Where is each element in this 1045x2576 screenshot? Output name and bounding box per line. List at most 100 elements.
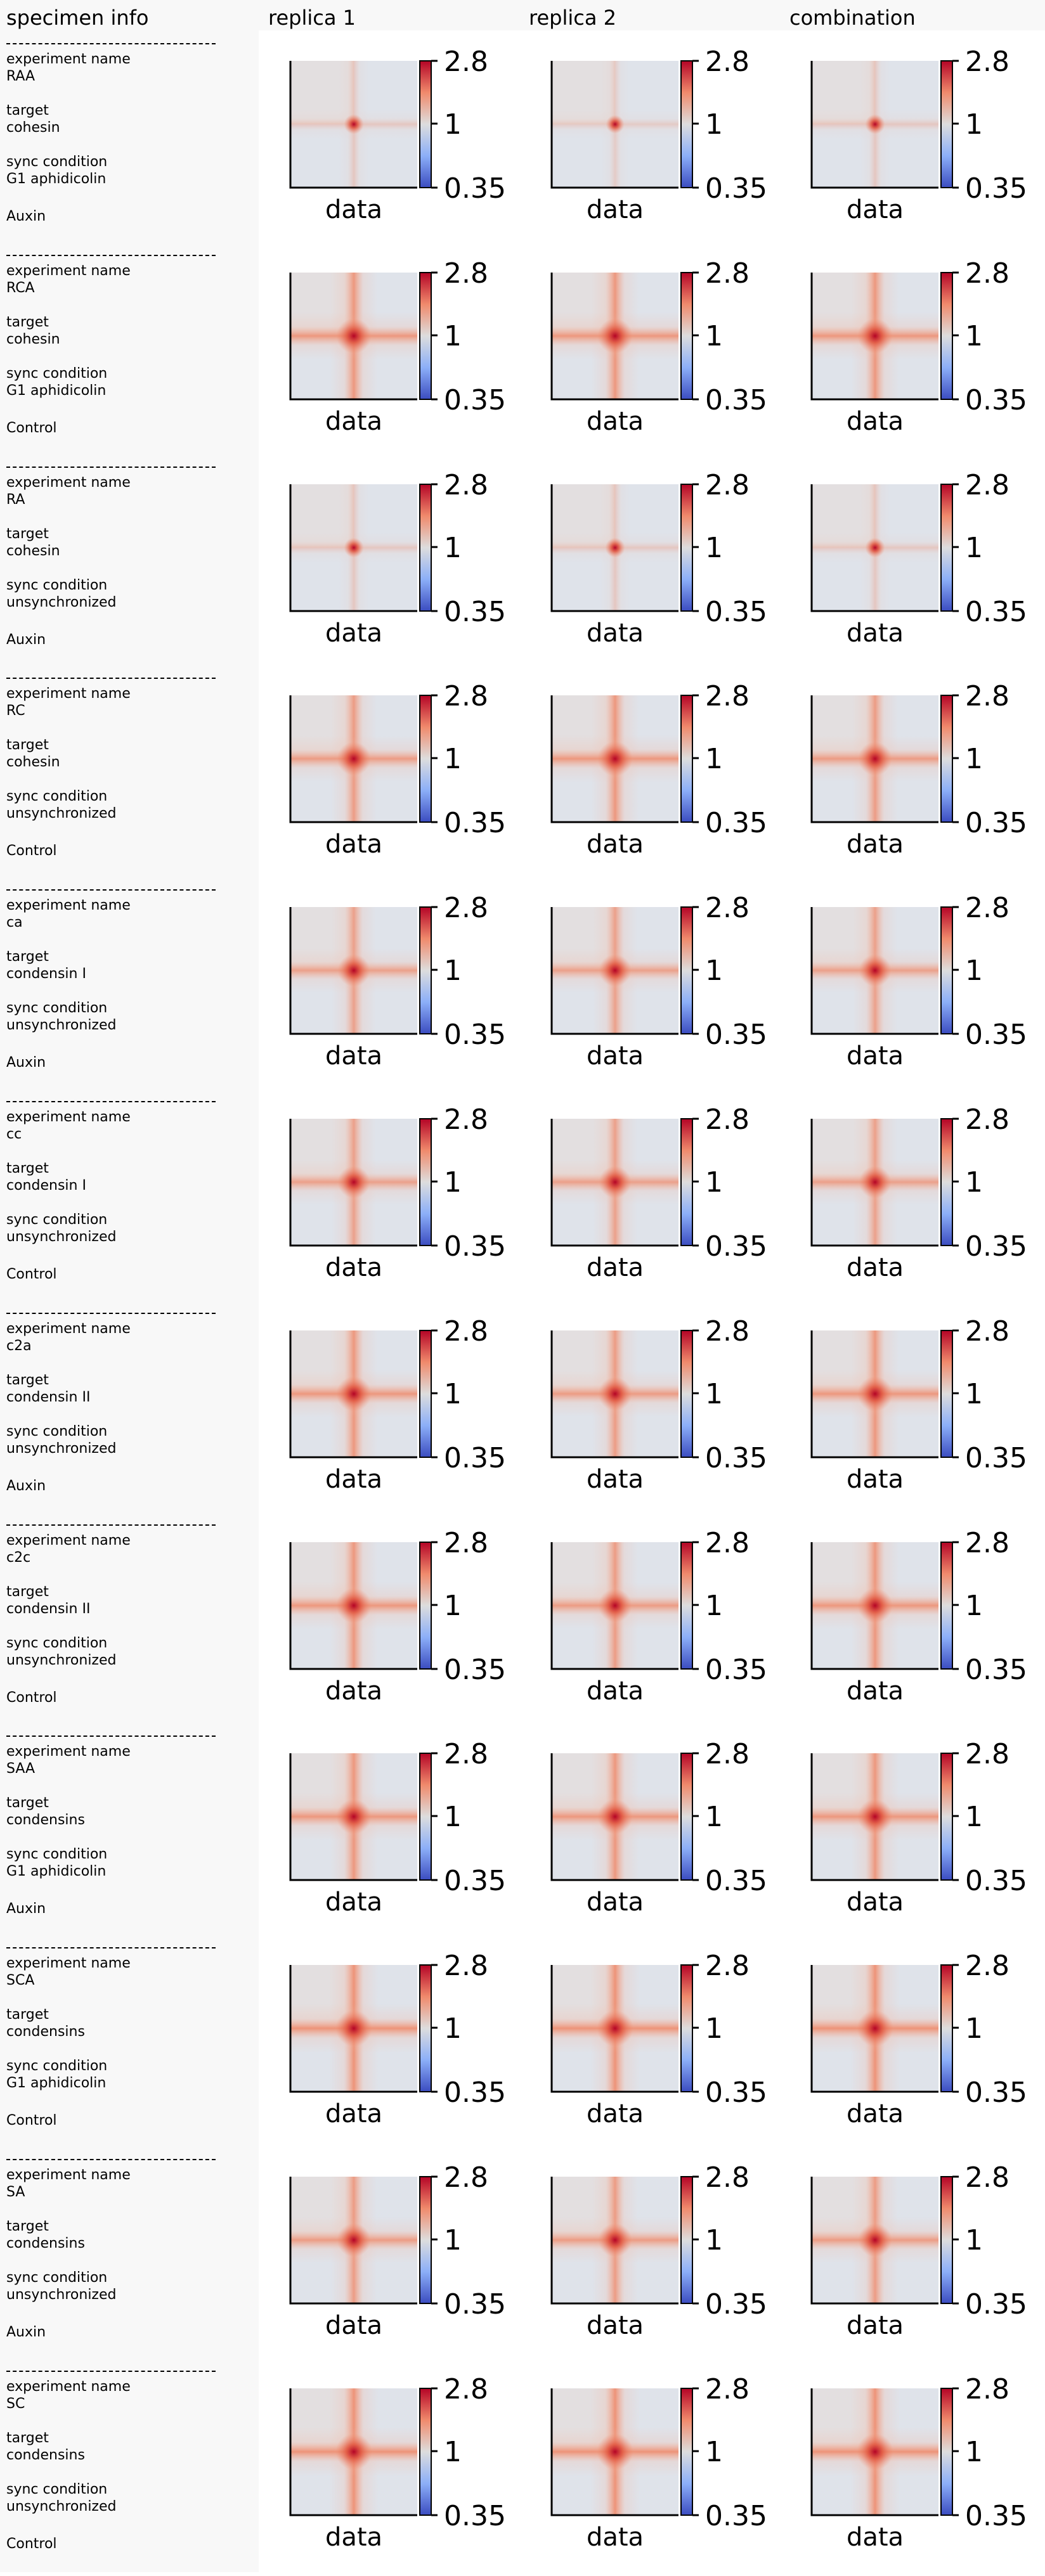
specimen-info-block: experiment name SCA target condensins sync c… [6, 1947, 254, 2153]
heatmap-svg: data 2.8 1 0.35 [289, 469, 506, 648]
heatmap-axes [550, 695, 678, 823]
heatmap-panel-combination: data 2.8 1 0.35 [810, 1737, 1045, 1921]
heatmap-axes [810, 484, 938, 612]
target-value: cohesin [6, 543, 60, 559]
heatmap-svg: data 2.8 1 0.35 [550, 469, 767, 648]
colorbar [680, 2176, 693, 2304]
colorbar-tick-label: 1 [444, 108, 462, 141]
colorbar-tick-label: 2.8 [705, 680, 750, 712]
x-axis-label: data [847, 830, 904, 859]
target-value: cohesin [6, 754, 60, 771]
x-axis-label: data [847, 619, 904, 648]
heatmap-svg: data 2.8 1 0.35 [810, 2161, 1027, 2340]
heatmap-svg: data 2.8 1 0.35 [810, 680, 1027, 859]
colorbar-tick-label: 2.8 [705, 2373, 750, 2405]
experiment-name-label: experiment name [6, 2378, 131, 2395]
separator-line [6, 1101, 216, 1102]
heatmap-svg: data 2.8 1 0.35 [810, 2373, 1027, 2552]
target-value: condensin I [6, 1178, 86, 1194]
colorbar-tick-label: 1 [965, 1590, 983, 1622]
heatmap-panel-replica-2: data 2.8 1 0.35 [550, 1526, 812, 1710]
treatment-value: Auxin [6, 209, 46, 224]
heatmap-center-peak [857, 2433, 893, 2470]
heatmap-svg: data 2.8 1 0.35 [550, 892, 767, 1071]
experiment-name-value: c2c [6, 1549, 31, 1566]
colorbar [419, 483, 432, 612]
column-header-combination: combination [789, 6, 916, 30]
heatmap-svg: data 2.8 1 0.35 [550, 2373, 767, 2552]
heatmap-axes [550, 484, 678, 612]
heatmap-panel-replica-1: data 2.8 1 0.35 [289, 1314, 550, 1498]
colorbar-tick-label: 0.35 [965, 1019, 1027, 1051]
heatmap-axes [289, 2388, 417, 2516]
colorbar-tick-label: 1 [444, 1378, 462, 1410]
sync-condition-label: sync condition [6, 2481, 108, 2497]
heatmap-svg: data 2.8 1 0.35 [550, 1950, 767, 2128]
colorbar-tick-label: 2.8 [965, 1950, 1009, 1982]
heatmap-panel-combination: data 2.8 1 0.35 [810, 256, 1045, 440]
heatmap-axes [289, 61, 417, 189]
target-value: condensin II [6, 1389, 91, 1405]
colorbar-tick-label: 1 [444, 532, 462, 564]
target-label: target [6, 737, 49, 754]
heatmap-axes [289, 2177, 417, 2305]
x-axis-label: data [587, 1677, 644, 1706]
colorbar-tick-label: 0.35 [965, 1442, 1027, 1474]
colorbar [419, 2387, 432, 2516]
heatmap-center-peak [336, 1587, 372, 1623]
x-axis-label: data [847, 1041, 904, 1071]
heatmap-center-peak [336, 1799, 372, 1835]
sync-condition-value: unsynchronized [6, 1017, 117, 1034]
heatmap-axes [289, 695, 417, 823]
heatmap-panel-replica-1: data 2.8 1 0.35 [289, 1526, 550, 1710]
colorbar-tick-label: 2.8 [965, 469, 1009, 501]
x-axis-label: data [325, 2523, 382, 2552]
heatmap-axes [550, 272, 678, 401]
colorbar-tick-label: 2.8 [444, 46, 488, 78]
colorbar-tick-label: 2.8 [965, 892, 1009, 924]
colorbar-tick-label: 1 [444, 1590, 462, 1622]
treatment-value: Auxin [6, 1901, 46, 1917]
specimen-info-block: experiment name RC target cohesin sync condi… [6, 678, 254, 883]
heatmap-svg: data 2.8 1 0.35 [810, 892, 1027, 1071]
colorbar-tick-label: 0.35 [705, 596, 767, 628]
heatmap-axes [810, 695, 938, 823]
colorbar-tick-label: 1 [965, 532, 983, 564]
colorbar-tick-label: 2.8 [444, 1950, 488, 1982]
colorbar-tick-label: 1 [705, 2012, 723, 2045]
heatmap-center-peak [606, 115, 625, 134]
target-value: condensin II [6, 1600, 91, 1617]
x-axis-label: data [587, 2311, 644, 2340]
x-axis-label: data [847, 407, 904, 436]
colorbar [680, 695, 693, 823]
colorbar-tick-label: 2.8 [965, 680, 1009, 712]
colorbar-tick-label: 0.35 [444, 172, 506, 205]
experiment-name-label: experiment name [6, 1744, 131, 1760]
column-header-replica-2: replica 2 [529, 6, 616, 30]
heatmap-svg: data 2.8 1 0.35 [550, 257, 767, 436]
heatmap-center-peak [335, 2433, 372, 2470]
colorbar-tick-label: 1 [705, 743, 723, 775]
colorbar-tick-label: 0.35 [705, 1865, 767, 1897]
sync-condition-label: sync condition [6, 789, 108, 805]
x-axis-label: data [325, 195, 382, 224]
sync-condition-value: G1 aphidicolin [6, 382, 107, 399]
heatmap-panel-combination: data 2.8 1 0.35 [810, 2160, 1045, 2344]
heatmap-panel-replica-2: data 2.8 1 0.35 [550, 679, 812, 863]
heatmap-panel-replica-2: data 2.8 1 0.35 [550, 44, 812, 228]
heatmap-center-peak [857, 2010, 893, 2047]
heatmap-axes [289, 1330, 417, 1459]
heatmap-panel-combination: data 2.8 1 0.35 [810, 44, 1045, 228]
colorbar [940, 2176, 953, 2304]
colorbar-tick-label: 2.8 [705, 257, 750, 290]
experiment-name-value: RC [6, 703, 25, 719]
heatmap-panel-replica-2: data 2.8 1 0.35 [550, 2372, 812, 2556]
target-value: condensin I [6, 966, 86, 982]
separator-line [6, 254, 216, 256]
colorbar-tick-label: 0.35 [705, 807, 767, 839]
experiment-name-value: SCA [6, 1973, 35, 1989]
heatmap-panel-replica-2: data 2.8 1 0.35 [550, 468, 812, 652]
column-header-specimen-info: specimen info [6, 6, 149, 30]
colorbar-tick-label: 1 [705, 532, 723, 564]
target-label: target [6, 314, 49, 330]
